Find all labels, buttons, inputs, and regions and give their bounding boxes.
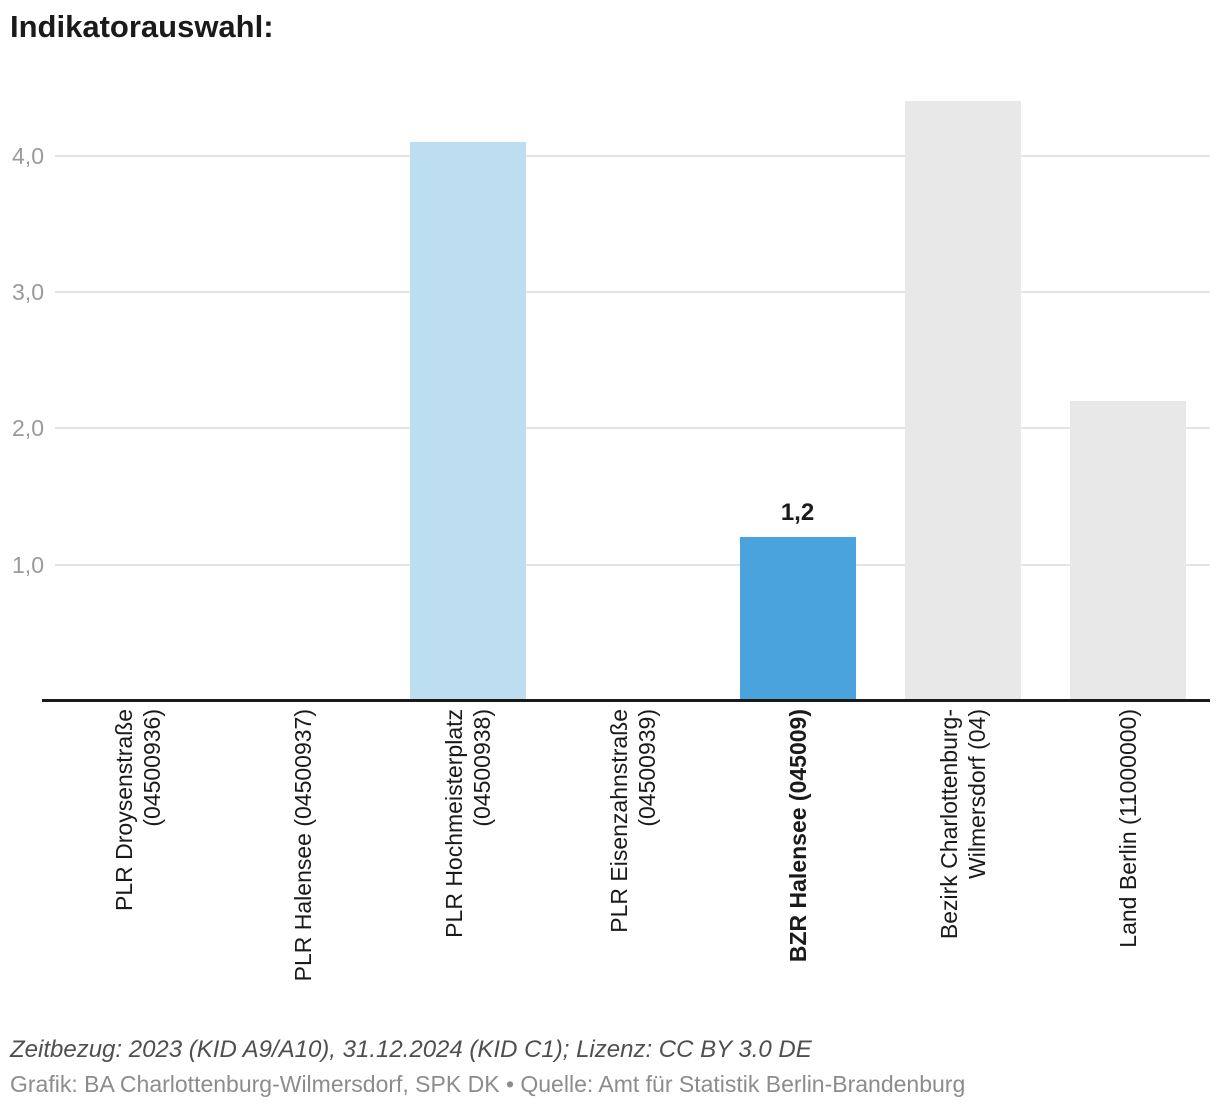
y-axis-tick-label: 4,0	[12, 142, 44, 169]
x-axis-label-line: PLR Hochmeisterplatz	[440, 709, 467, 938]
y-axis-tick-label: 1,0	[12, 551, 44, 578]
x-axis-label-line: PLR Eisenzahnstraße	[605, 709, 632, 933]
x-axis-line	[42, 699, 1210, 702]
attribution-grafik-quelle: Grafik: BA Charlottenburg-Wilmersdorf, S…	[10, 1071, 966, 1097]
y-axis-tick-label: 3,0	[12, 279, 44, 306]
bar-value-label: 1,2	[780, 499, 815, 527]
y-axis-tick-label: 2,0	[12, 415, 44, 442]
bar-3[interactable]	[409, 142, 526, 701]
x-axis-label: PLR Halensee (04500937)	[271, 709, 335, 1009]
x-axis-label-line: (04500936)	[138, 709, 165, 827]
gridline	[55, 427, 1210, 430]
x-axis-label-line: (04500938)	[468, 709, 495, 827]
x-axis-label: PLR Eisenzahnstraße (04500939)	[601, 709, 665, 1009]
bar-5[interactable]	[739, 537, 856, 701]
x-axis-label: BZR Halensee (045009)	[766, 709, 830, 1009]
x-axis-label-line: Wilmersdorf (04)	[963, 709, 990, 879]
x-axis-label: PLR Droysenstraße (04500936)	[106, 709, 170, 1009]
x-axis-label-line: PLR Droysenstraße	[110, 709, 137, 911]
x-axis-label-line: BZR Halensee (045009)	[784, 709, 811, 963]
x-axis-label-line: (04500939)	[633, 709, 660, 827]
bar-7[interactable]	[1069, 401, 1186, 701]
x-axis-label-line: Bezirk Charlottenburg-	[935, 709, 962, 940]
x-axis-label: Land Berlin (11000000)	[1096, 709, 1160, 1009]
x-axis-label-line: PLR Halensee (04500937)	[289, 709, 316, 982]
gridline	[55, 154, 1210, 157]
gridline	[55, 291, 1210, 294]
footnote-zeitbezug-lizenz: Zeitbezug: 2023 (KID A9/A10), 31.12.2024…	[10, 1036, 812, 1063]
gridline	[55, 563, 1210, 566]
x-axis-label: PLR Hochmeisterplatz (04500938)	[436, 709, 500, 1009]
x-axis-label: Bezirk Charlottenburg- Wilmersdorf (04)	[931, 709, 995, 1009]
x-axis-label-line: Land Berlin (11000000)	[1114, 709, 1141, 948]
bar-6[interactable]	[904, 101, 1021, 701]
page-title: Indikatorauswahl:	[10, 9, 274, 44]
